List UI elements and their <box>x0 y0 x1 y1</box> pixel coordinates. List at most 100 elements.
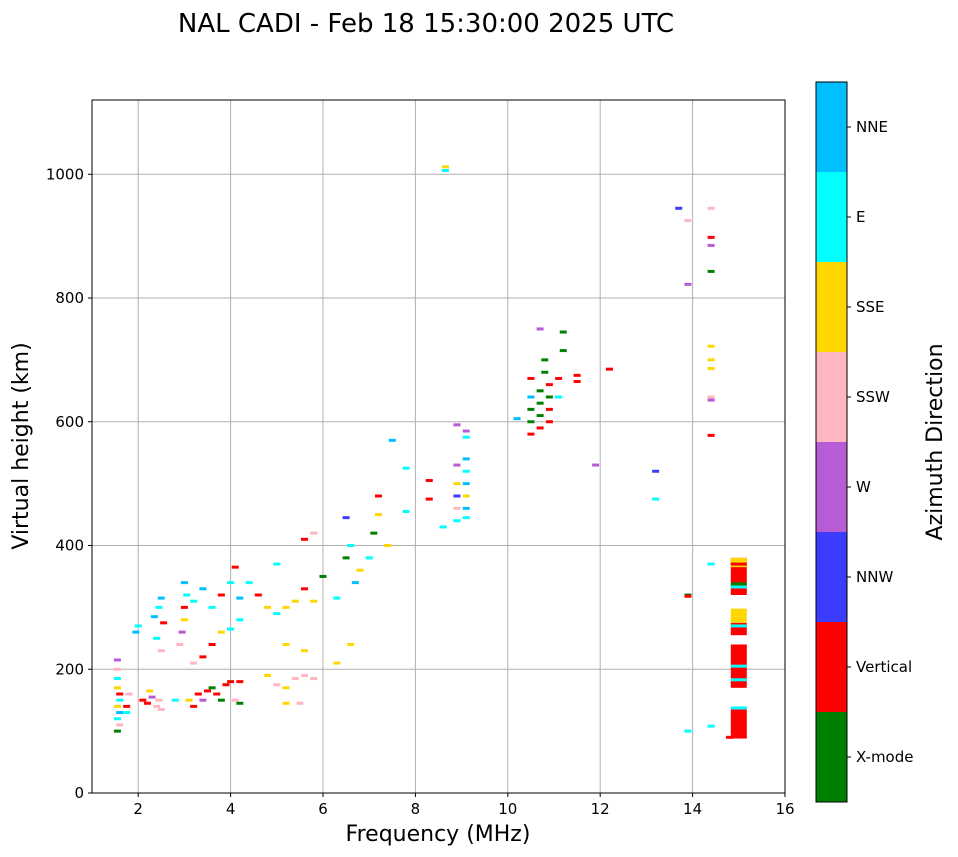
echo-stripe-e <box>730 678 747 682</box>
echo-point-vertical <box>545 407 553 411</box>
echo-column-e <box>730 706 747 710</box>
colorbar-segment-sse <box>816 262 847 352</box>
colorbar-label-ssw: SSW <box>856 388 890 406</box>
echo-point-x-mode <box>536 389 544 393</box>
echo-point-e <box>365 556 373 560</box>
echo-point-ssw <box>273 683 281 687</box>
echo-point-x-mode <box>541 358 549 362</box>
colorbar-label-w: W <box>856 478 871 496</box>
echo-point-w <box>462 429 470 433</box>
echo-point-ssw <box>113 667 121 671</box>
echo-point-e <box>123 711 131 715</box>
echo-point-e <box>227 581 235 585</box>
echo-point-vertical <box>227 680 235 684</box>
echo-stripe-x-mode <box>730 582 747 586</box>
echo-point-x-mode <box>370 531 378 535</box>
colorbar-segment-ssw <box>816 352 847 442</box>
echo-point-x-mode <box>236 701 244 705</box>
echo-point-ssw <box>125 692 133 696</box>
y-axis-label: Virtual height (km) <box>9 342 34 549</box>
echo-point-e <box>236 618 244 622</box>
grid-lines <box>92 100 786 794</box>
echo-point-e <box>347 544 355 547</box>
echo-point-vertical <box>684 594 692 598</box>
echo-point-ssw <box>157 707 165 711</box>
echo-point-e <box>245 581 253 585</box>
colorbar-segment-w <box>816 442 847 532</box>
echo-point-x-mode <box>527 420 535 424</box>
echo-point-x-mode <box>319 574 327 578</box>
echo-point-sse <box>264 605 272 609</box>
echo-point-sse <box>146 689 154 693</box>
echo-point-e <box>273 612 281 616</box>
echo-point-sse <box>462 494 470 498</box>
echo-point-vertical <box>555 376 563 380</box>
echo-point-vertical <box>123 704 131 708</box>
echo-point-sse <box>707 358 715 362</box>
echo-point-ssw <box>707 206 715 210</box>
echo-point-vertical <box>116 692 124 696</box>
echo-point-x-mode <box>536 414 544 418</box>
echo-point-e <box>439 525 447 529</box>
echo-point-e <box>707 724 715 728</box>
echo-point-sse <box>180 618 188 622</box>
echo-point-vertical <box>707 235 715 239</box>
echo-point-x-mode <box>707 269 715 273</box>
echo-point-w <box>707 243 715 247</box>
echo-point-ssw <box>190 661 198 665</box>
echo-point-ssw <box>310 531 318 535</box>
colorbar-label-nne: NNE <box>856 118 888 136</box>
echo-point-vertical <box>208 643 216 646</box>
echo-point-vertical <box>301 587 309 591</box>
echo-point-e <box>402 466 410 470</box>
echo-point-nne <box>199 587 207 591</box>
echo-point-nne <box>180 581 188 585</box>
echo-point-vertical <box>213 692 221 696</box>
echo-point-e <box>555 395 563 399</box>
echo-point-ssw <box>291 677 299 681</box>
echo-point-vertical <box>726 735 734 739</box>
echo-column-sse <box>730 616 747 623</box>
echo-point-e <box>153 636 161 640</box>
echo-point-x-mode <box>342 556 350 560</box>
echo-point-w <box>453 463 461 467</box>
echo-point-vertical <box>527 432 535 436</box>
echo-point-ssw <box>153 704 161 708</box>
echo-point-x-mode <box>536 401 544 405</box>
echo-point-e <box>183 593 191 597</box>
echo-stripe-vertical <box>730 562 747 566</box>
echo-point-vertical <box>425 479 433 483</box>
echo-point-nne <box>132 630 140 634</box>
echo-point-nne <box>513 417 521 421</box>
echo-point-sse <box>113 686 121 690</box>
x-tick-label: 10 <box>498 800 517 818</box>
echo-point-nne <box>527 395 535 399</box>
y-tick-label: 800 <box>55 289 84 307</box>
echo-point-ssw <box>707 395 715 399</box>
colorbar-label-e: E <box>856 208 865 226</box>
echo-point-nne <box>351 581 359 585</box>
echo-point-e <box>190 599 198 603</box>
echo-stripe-e <box>730 664 747 668</box>
y-axis-ticks: 0 200 400 600 800 1000 <box>46 165 92 802</box>
y-tick-label: 1000 <box>46 165 84 183</box>
echo-point-vertical <box>139 698 147 702</box>
echo-point-nne <box>388 438 396 442</box>
echo-point-sse <box>264 673 272 677</box>
echo-point-nnw <box>675 206 683 210</box>
echo-point-vertical <box>217 593 225 597</box>
echo-point-sse <box>384 544 392 547</box>
x-tick-label: 12 <box>591 800 610 818</box>
colorbar-label-vertical: Vertical <box>856 658 912 676</box>
echo-point-vertical <box>222 683 230 687</box>
echo-point-sse <box>282 701 290 705</box>
echo-point-e <box>441 169 449 173</box>
y-tick-label: 600 <box>55 413 84 431</box>
echo-point-ssw <box>310 677 318 681</box>
echo-point-nne <box>462 457 470 461</box>
echo-point-w <box>148 695 156 699</box>
echo-point-e <box>462 469 470 473</box>
echo-point-vertical <box>180 605 188 609</box>
echo-point-vertical <box>194 692 202 696</box>
echo-point-vertical <box>190 704 198 708</box>
